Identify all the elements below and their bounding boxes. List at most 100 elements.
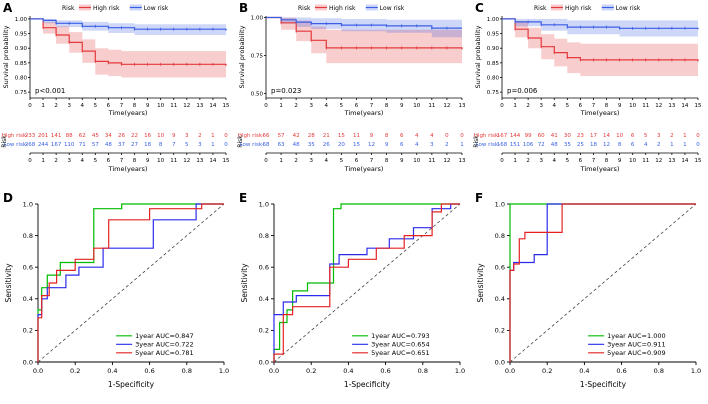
x-tick-label: 0.0	[269, 367, 279, 375]
y-tick-label: 0.75	[15, 90, 28, 96]
risk-count: 9	[172, 133, 176, 139]
risk-x-tick-label: 13	[459, 158, 466, 164]
diagonal-reference-line	[273, 203, 461, 363]
p-value: p=0.006	[507, 87, 538, 95]
roc-legend-label: 3year AUC=0.654	[371, 341, 430, 349]
panel-e: E 0.0 0.2 0.4 0.6 0.8 1.0 0.0 0.2 0.4 0.6 0.8 1.0 1-…	[236, 190, 472, 404]
risk-count: 0	[460, 133, 464, 139]
roc-legend-label: 5year AUC=0.909	[607, 349, 666, 357]
y-tick-label: 0.80	[487, 76, 500, 82]
y-tick-label: 0.8	[495, 232, 505, 240]
panel-letter-b: B	[239, 1, 249, 15]
risk-count: 201	[38, 133, 49, 139]
risk-count: 7	[172, 142, 176, 148]
x-tick-label: 10	[157, 103, 164, 109]
risk-count: 3	[657, 133, 661, 139]
risk-count: 141	[51, 133, 62, 139]
risk-x-tick-label: 6	[579, 158, 583, 164]
x-tick-label: 0.8	[654, 367, 664, 375]
confidence-band	[502, 18, 698, 81]
risk-count: 25	[577, 142, 584, 148]
risk-count: 71	[79, 142, 86, 148]
risk-count: 6	[631, 133, 635, 139]
x-axis-label: Time(years)	[344, 109, 384, 117]
x-tick-label: 4	[81, 103, 85, 109]
y-tick-label: 0.50	[251, 91, 264, 97]
x-tick-label: 6	[107, 103, 111, 109]
risk-count: 10	[157, 133, 164, 139]
x-tick-label: 9	[146, 103, 150, 109]
x-tick-label: 10	[413, 103, 420, 109]
x-tick-label: 12	[183, 103, 190, 109]
risk-count: 8	[618, 142, 622, 148]
x-tick-label: 0.2	[542, 367, 552, 375]
risk-count: 106	[523, 142, 534, 148]
x-tick-label: 0.8	[182, 367, 192, 375]
risk-count: 62	[79, 133, 86, 139]
risk-x-tick-label: 3	[539, 158, 543, 164]
x-tick-label: 7	[592, 103, 596, 109]
confidence-band	[502, 18, 698, 40]
roc-chart-e: 0.0 0.2 0.4 0.6 0.8 1.0 0.0 0.2 0.4 0.6 0.8 1.0 1-Sp…	[240, 200, 465, 389]
panel-letter-a: A	[3, 1, 13, 15]
y-tick-label: 1.00	[487, 17, 500, 23]
km-chart-c: Risk High risk Low risk 0.75 0.80 0.85 0.90 0.9…	[473, 4, 702, 173]
risk-x-tick-label: 7	[120, 158, 124, 164]
risk-count: 3	[198, 142, 202, 148]
risk-x-axis-label: Time(years)	[344, 165, 384, 173]
x-tick-label: 13	[196, 103, 203, 109]
x-tick-label: 0.4	[107, 367, 117, 375]
risk-count: 4	[644, 142, 648, 148]
roc-curve	[273, 203, 460, 362]
y-axis-label: Sensitivity	[240, 263, 249, 303]
risk-x-tick-label: 2	[54, 158, 58, 164]
risk-count: 60	[538, 133, 545, 139]
panel-c: C Risk High risk Low risk 0.75 0.80 0.85 0.90 0…	[472, 0, 708, 190]
x-tick-label: 8	[385, 103, 389, 109]
roc-curve	[509, 203, 696, 362]
risk-count: 3	[430, 142, 434, 148]
risk-count: 1	[670, 142, 674, 148]
risk-count: 1	[683, 142, 687, 148]
p-value: p=0.023	[271, 87, 301, 95]
x-tick-label: 14	[209, 103, 216, 109]
risk-x-axis-label: Time(years)	[108, 165, 148, 173]
risk-count: 0	[224, 133, 228, 139]
risk-count: 1	[683, 133, 687, 139]
x-axis-label: 1-Specificity	[580, 380, 627, 389]
y-tick-label: 0.4	[23, 295, 33, 303]
risk-row-label: High risk-	[238, 133, 264, 139]
y-tick-label: 0.6	[495, 264, 505, 272]
risk-table-side-label: Risk	[237, 135, 244, 148]
x-tick-label: 11	[170, 103, 177, 109]
risk-count: 14	[603, 133, 610, 139]
y-tick-label: 0.0	[259, 358, 269, 366]
risk-count: 10	[616, 133, 623, 139]
x-axis-label: 1-Specificity	[344, 380, 391, 389]
legend-label: High risk	[93, 5, 120, 12]
risk-x-tick-label: 1	[513, 158, 517, 164]
y-tick-label: 0.95	[487, 32, 500, 38]
risk-x-tick-label: 3	[309, 158, 313, 164]
panel-letter-e: E	[239, 191, 248, 205]
roc-legend-label: 1year AUC=1.000	[607, 332, 666, 340]
risk-x-tick-label: 2	[294, 158, 298, 164]
risk-x-tick-label: 14	[681, 158, 688, 164]
risk-table-side-label: Risk	[473, 135, 480, 148]
x-tick-label: 1.0	[219, 367, 229, 375]
risk-count: 4	[415, 133, 419, 139]
y-tick-label: 1.0	[259, 200, 269, 208]
risk-count: 88	[66, 133, 73, 139]
y-tick-label: 0.95	[15, 32, 28, 38]
y-tick-label: 0.0	[495, 358, 505, 366]
risk-x-tick-label: 14	[209, 158, 216, 164]
x-tick-label: 15	[695, 103, 702, 109]
x-tick-label: 11	[642, 103, 649, 109]
risk-row-label: Low risk-	[4, 142, 28, 148]
y-tick-label: 0.8	[23, 232, 33, 240]
legend-label: Low risk	[380, 5, 405, 12]
risk-x-tick-label: 3	[67, 158, 71, 164]
x-tick-label: 7	[120, 103, 124, 109]
legend-label: High risk	[329, 5, 356, 12]
